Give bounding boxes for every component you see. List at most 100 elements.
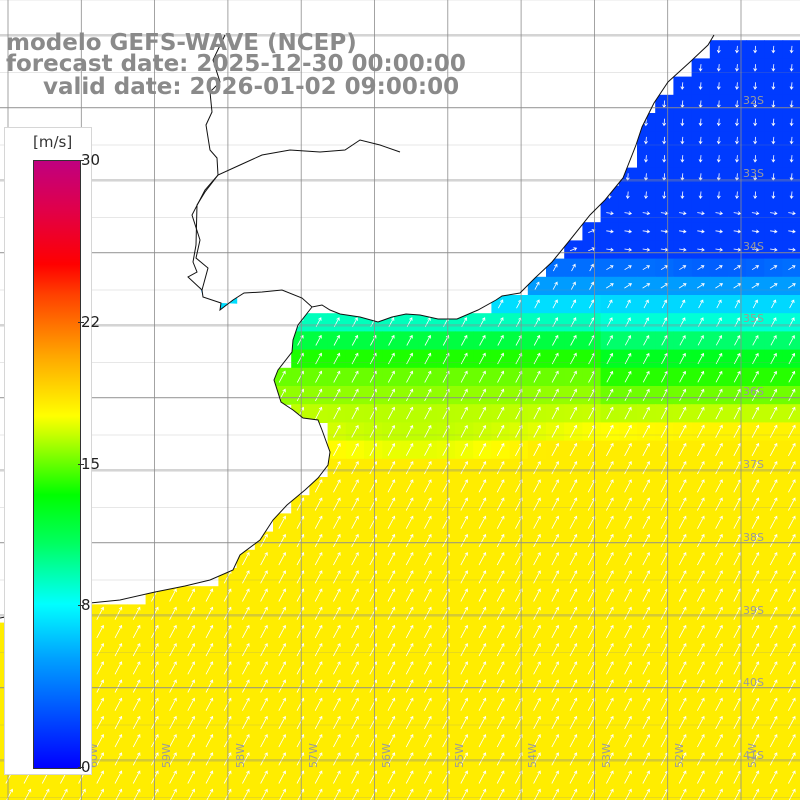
- wind-speed-cell: [691, 422, 711, 442]
- wind-speed-cell: [109, 713, 128, 733]
- wind-arrow: [733, 661, 741, 675]
- wind-arrow: [569, 497, 578, 511]
- wind-arrow: [569, 752, 578, 766]
- wind-arrow: [733, 497, 741, 511]
- wind-arrow: [679, 370, 686, 383]
- wind-arrow: [387, 388, 395, 402]
- wind-speed-cell: [509, 313, 529, 332]
- wind-arrow: [606, 211, 614, 216]
- wind-arrow: [333, 752, 341, 766]
- wind-arrow: [260, 533, 268, 548]
- wind-arrow: [642, 265, 651, 271]
- wind-arrow: [424, 479, 432, 493]
- wind-speed-cell: [18, 786, 37, 800]
- wind-speed-cell: [364, 349, 383, 369]
- wind-speed-cell: [509, 640, 529, 660]
- wind-arrow: [751, 697, 760, 711]
- wind-arrow: [260, 679, 268, 693]
- wind-speed-cell: [618, 568, 638, 587]
- wind-arrow: [771, 299, 777, 309]
- wind-speed-cell: [618, 367, 638, 387]
- wind-arrow: [715, 752, 723, 766]
- wind-arrow: [461, 334, 468, 346]
- wind-arrow: [260, 697, 268, 711]
- wind-arrow: [497, 406, 505, 420]
- wind-speed-cell: [655, 677, 674, 696]
- wind-arrow: [606, 661, 614, 675]
- wind-arrow: [643, 335, 650, 346]
- wind-speed-cell: [618, 440, 638, 460]
- wind-arrow: [497, 352, 504, 365]
- longitude-label: 55W: [453, 743, 467, 768]
- wind-speed-cell: [364, 750, 383, 769]
- wind-arrow: [496, 461, 505, 475]
- wind-speed-cell: [509, 695, 529, 715]
- wind-arrow: [769, 442, 778, 457]
- wind-arrow: [533, 570, 541, 584]
- wind-speed-cell: [709, 477, 729, 496]
- wind-speed-cell: [746, 495, 765, 514]
- wind-arrow: [405, 479, 414, 493]
- wind-arrow: [205, 752, 214, 766]
- wind-speed-cell: [655, 477, 674, 496]
- wind-speed-cell: [455, 768, 474, 787]
- wind-arrow: [788, 265, 796, 271]
- wind-speed-cell: [618, 295, 638, 314]
- wind-speed-cell: [582, 568, 602, 587]
- wind-arrow: [697, 229, 705, 234]
- wind-arrow: [205, 679, 214, 693]
- wind-speed-cell: [491, 659, 511, 678]
- wind-speed-cell: [291, 604, 310, 624]
- wind-arrow: [424, 533, 432, 548]
- wind-arrow: [496, 588, 505, 602]
- wind-arrow: [260, 606, 268, 620]
- wind-speed-cell: [236, 604, 256, 624]
- wind-speed-cell: [182, 677, 201, 696]
- wind-speed-cell: [655, 549, 674, 569]
- wind-arrow: [715, 265, 723, 271]
- wind-speed-cell: [364, 568, 383, 587]
- wind-arrow: [551, 388, 559, 402]
- wind-speed-cell: [527, 549, 547, 569]
- wind-arrow: [187, 606, 195, 620]
- wind-arrow: [569, 388, 577, 402]
- wind-speed-cell: [182, 622, 201, 642]
- wind-speed-cell: [273, 677, 292, 696]
- wind-speed-cell: [364, 367, 383, 387]
- wind-arrow: [588, 299, 595, 309]
- wind-speed-cell: [673, 440, 693, 460]
- wind-arrow: [624, 533, 632, 548]
- wind-speed-cell: [764, 458, 784, 478]
- wind-arrow: [789, 191, 794, 200]
- wind-speed-cell: [400, 622, 420, 642]
- wind-arrow: [460, 624, 468, 639]
- wind-arrow: [315, 406, 323, 420]
- wind-speed-cell: [273, 659, 292, 678]
- wind-speed-cell: [527, 440, 547, 460]
- wind-arrow: [715, 370, 723, 383]
- wind-speed-cell: [491, 677, 511, 696]
- wind-arrow: [698, 299, 704, 309]
- wind-speed-cell: [637, 750, 656, 769]
- wind-arrow: [405, 461, 414, 475]
- wind-arrow: [314, 697, 323, 711]
- wind-speed-cell: [600, 677, 620, 696]
- wind-speed-cell: [491, 458, 511, 478]
- wind-speed-cell: [473, 549, 492, 569]
- wind-speed-cell: [582, 295, 602, 314]
- wind-arrow: [96, 734, 104, 748]
- wind-arrow: [205, 624, 214, 639]
- wind-speed-cell: [527, 422, 547, 442]
- wind-speed-cell: [728, 713, 747, 733]
- wind-arrow: [551, 461, 559, 475]
- wind-arrow: [533, 752, 541, 766]
- wind-arrow: [606, 752, 614, 766]
- wind-speed-cell: [327, 786, 347, 800]
- wind-arrow: [496, 570, 505, 584]
- wind-speed-cell: [436, 622, 456, 642]
- wind-arrow: [260, 588, 268, 602]
- wind-speed-cell: [709, 768, 729, 787]
- wind-speed-cell: [746, 386, 765, 405]
- wind-speed-cell: [327, 477, 347, 496]
- wind-speed-cell: [309, 349, 329, 369]
